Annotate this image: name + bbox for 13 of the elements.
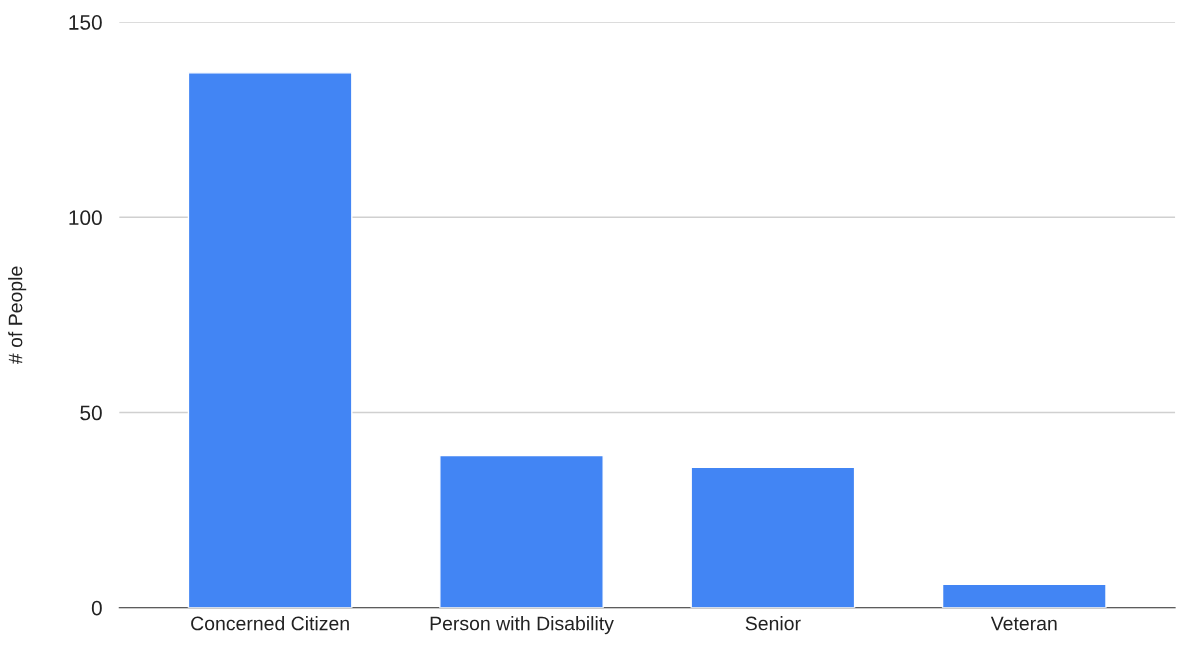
x-tick-label: Person with Disability — [430, 616, 614, 635]
bar — [187, 72, 353, 608]
bar — [690, 466, 856, 608]
x-tick-label: Veteran — [990, 616, 1057, 631]
x-tick-label: Senior — [745, 616, 801, 631]
x-tick-label: Concerned Citizen — [191, 616, 349, 631]
y-axis-title: # of People — [8, 266, 27, 365]
y-tick-label: 150 — [69, 15, 102, 30]
bar — [941, 583, 1107, 608]
y-tick-label: 0 — [91, 600, 102, 616]
bar — [439, 454, 604, 608]
y-tick-label: 50 — [80, 405, 102, 421]
y-tick-label: 100 — [69, 210, 102, 226]
